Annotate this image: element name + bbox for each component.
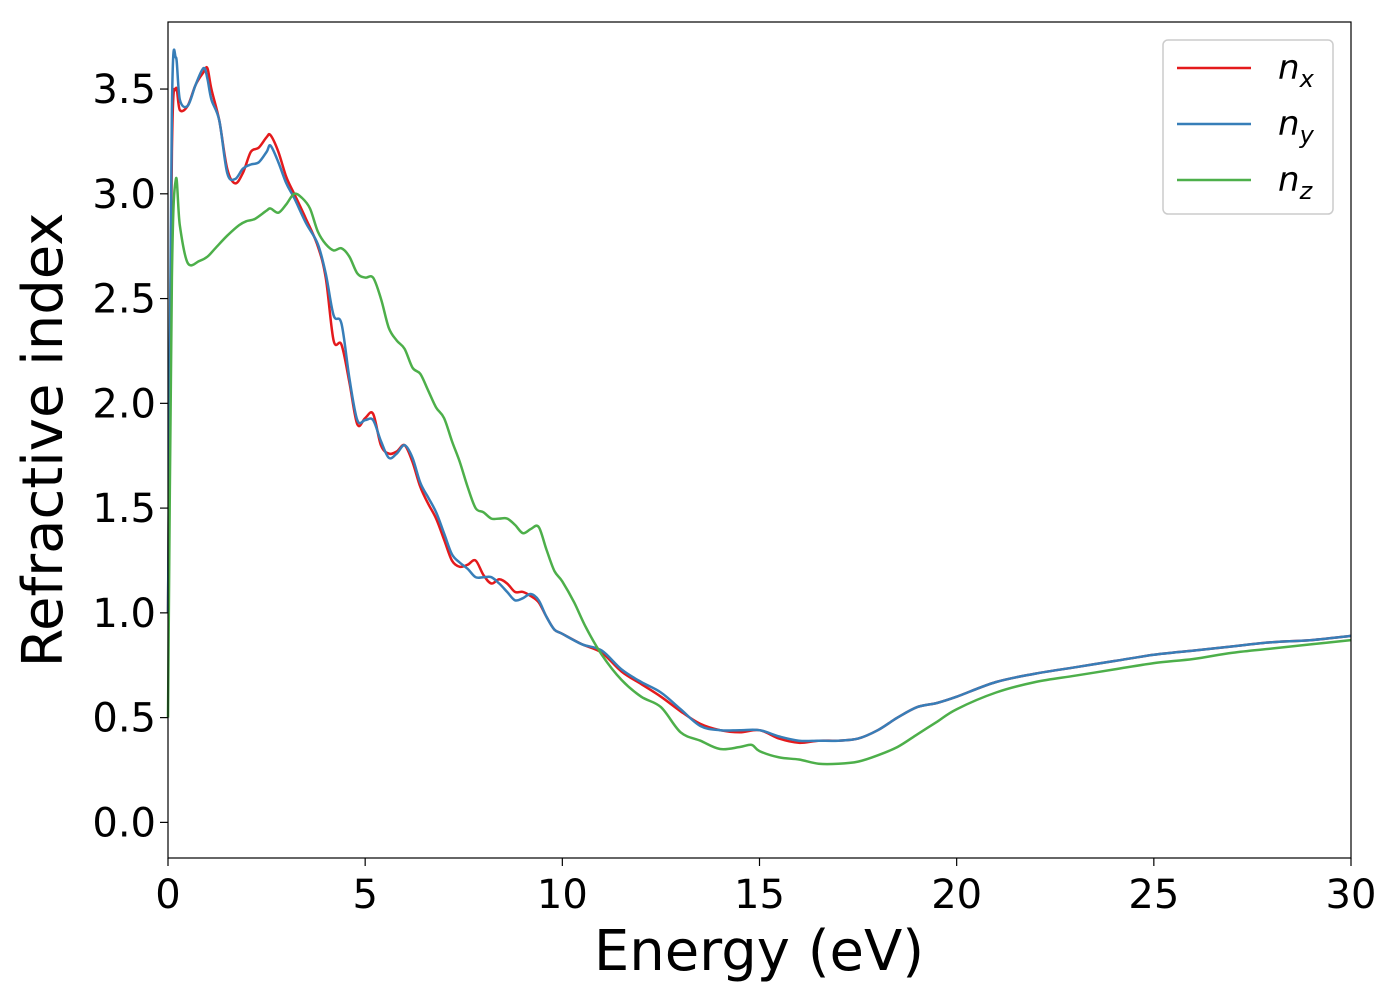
y-axis: 0.0 0.5 1.0 1.5 2.0 2.5 3.0 3.5 (92, 67, 168, 846)
legend-label-ny: ny (1278, 104, 1315, 149)
x-tick-label: 20 (931, 872, 982, 918)
y-tick-label: 1.0 (92, 591, 156, 637)
legend-label-nz: nz (1278, 160, 1314, 205)
x-tick-label: 0 (155, 872, 180, 918)
x-axis-title: Energy (eV) (594, 919, 924, 984)
x-tick-label: 25 (1128, 872, 1179, 918)
x-tick-label: 5 (352, 872, 377, 918)
legend-label-nx: nx (1278, 48, 1315, 93)
y-tick-label: 0.0 (92, 800, 156, 846)
y-tick-label: 2.0 (92, 381, 156, 427)
series-lines (166, 48, 1352, 766)
series-line-ny (166, 48, 1352, 743)
x-tick-label: 10 (537, 872, 588, 918)
x-tick-label: 15 (734, 872, 785, 918)
legend: nx ny nz (1162, 39, 1334, 215)
y-tick-label: 1.5 (92, 486, 156, 532)
y-tick-label: 0.5 (92, 696, 156, 742)
x-axis: 0 5 10 15 20 25 30 (155, 858, 1376, 918)
y-tick-label: 3.5 (92, 67, 156, 113)
legend-box (1162, 39, 1334, 215)
y-axis-title: Refractive index (11, 213, 76, 668)
series-line-nz (166, 176, 1352, 766)
x-tick-label: 30 (1326, 872, 1377, 918)
y-tick-label: 2.5 (92, 277, 156, 323)
y-tick-label: 3.0 (92, 172, 156, 218)
